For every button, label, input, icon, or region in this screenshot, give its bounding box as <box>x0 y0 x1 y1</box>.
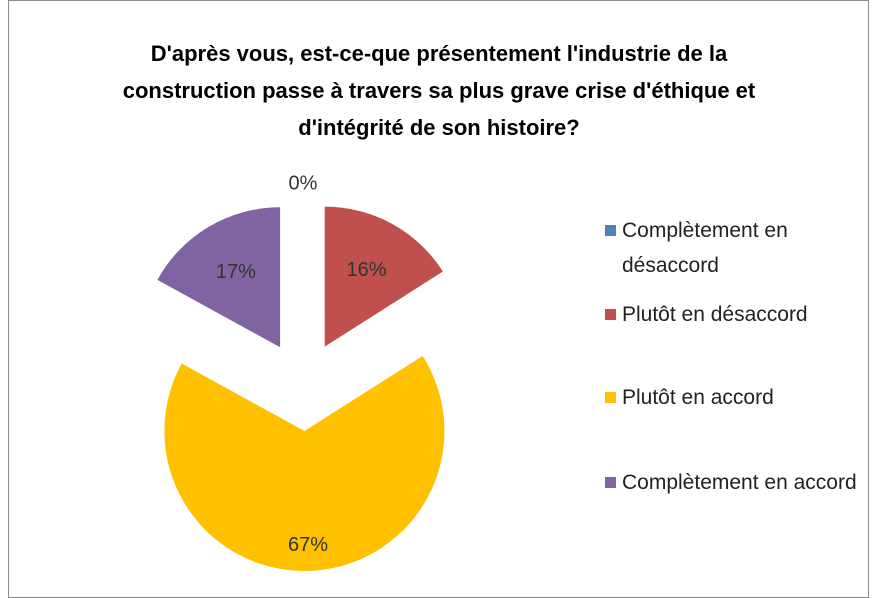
legend-item: Complètement en accord <box>597 465 862 500</box>
legend-swatch <box>605 392 616 403</box>
legend-label: Complètement en désaccord <box>622 219 788 277</box>
chart-title: D'après vous, est-ce-que présentement l'… <box>122 41 756 140</box>
data-label: 0% <box>289 172 318 194</box>
chart: D'après vous, est-ce-que présentement l'… <box>8 0 869 598</box>
legend-label: Plutôt en désaccord <box>622 303 808 326</box>
legend-item: Complètement en désaccord <box>597 213 862 283</box>
pie-slice <box>324 206 443 347</box>
legend-label: Complètement en accord <box>622 471 857 494</box>
legend-item: Plutôt en désaccord <box>597 297 862 332</box>
data-label: 16% <box>346 259 386 281</box>
legend-swatch <box>605 225 616 236</box>
pie-slice <box>164 355 445 571</box>
data-label: 67% <box>288 534 328 556</box>
legend-swatch <box>605 477 616 488</box>
legend-label: Plutôt en accord <box>622 386 774 409</box>
data-label: 17% <box>216 261 256 283</box>
pie-area: 0% 16% 67% 17% <box>157 172 445 571</box>
legend-swatch <box>605 309 616 320</box>
pie-slice <box>157 207 281 348</box>
legend-item: Plutôt en accord <box>597 380 862 415</box>
